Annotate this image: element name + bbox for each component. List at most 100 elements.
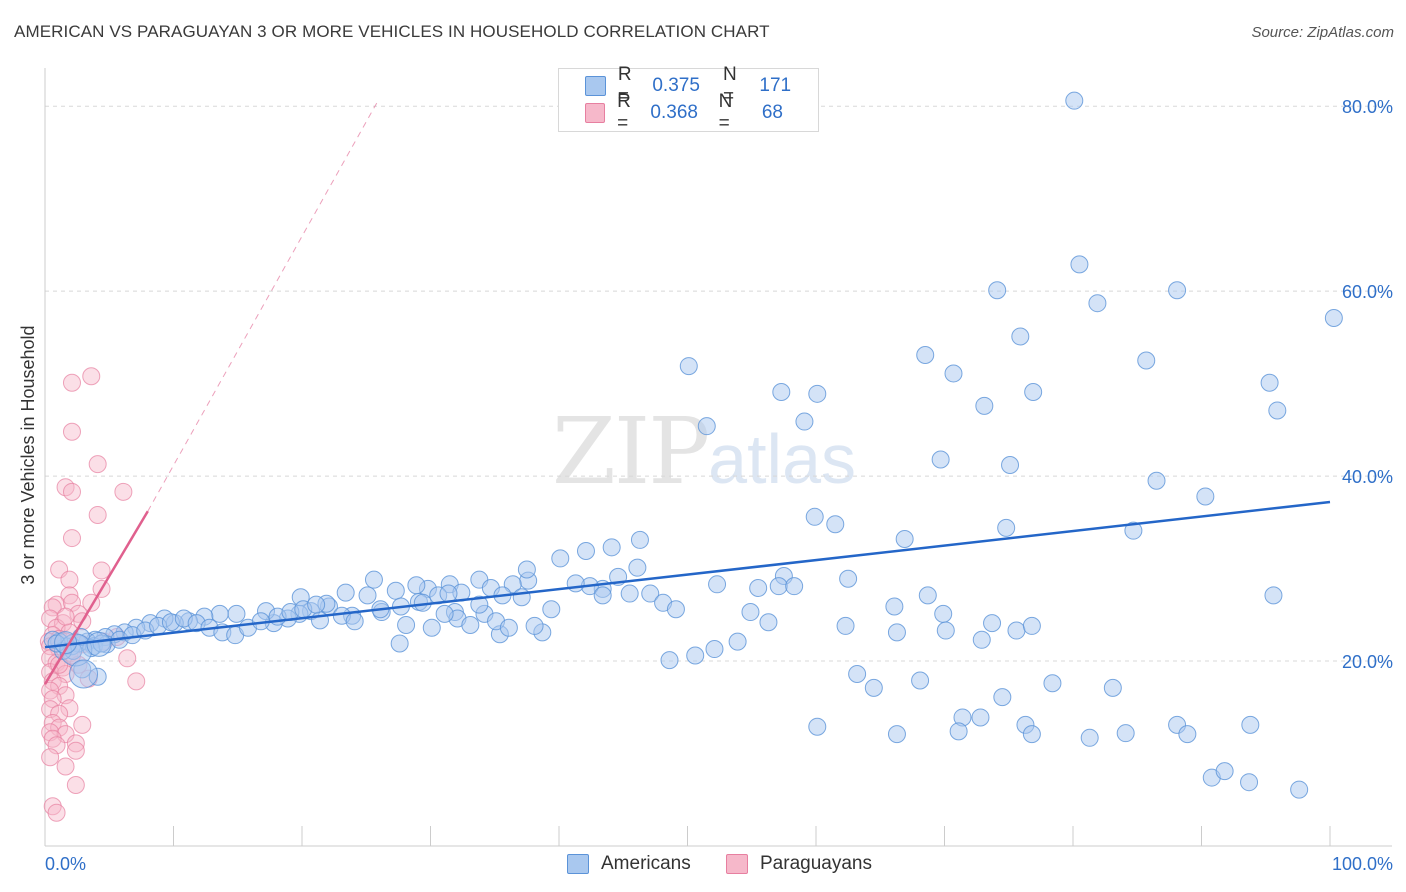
american-point: [630, 530, 649, 549]
american-point: [934, 604, 953, 623]
american-point: [931, 450, 950, 469]
american-point: [470, 595, 489, 614]
american-point: [759, 613, 778, 632]
watermark-atlas: atlas: [708, 420, 857, 498]
american-point: [439, 584, 458, 603]
american-point: [826, 515, 845, 534]
american-point: [666, 600, 685, 619]
paraguayan-point: [88, 455, 107, 474]
paraguayan-point: [50, 704, 69, 723]
y-axis-title: 3 or more Vehicles in Household: [18, 325, 38, 584]
american-point: [808, 717, 827, 736]
american-point: [1178, 725, 1197, 744]
bottom-legend-swatch-paraguayans: [726, 854, 748, 874]
paraguayan-point: [62, 482, 81, 501]
american-point: [936, 621, 955, 640]
bottom-legend-paraguayans: Paraguayans: [726, 851, 872, 877]
legend-n-value-paraguayans: 68: [761, 102, 783, 123]
american-point: [422, 618, 441, 637]
american-point: [386, 581, 405, 600]
americans-points: [43, 91, 1343, 799]
american-point: [1260, 373, 1279, 392]
paraguayan-point: [56, 607, 75, 626]
paraguayan-point: [66, 775, 85, 794]
paraguayan-point: [88, 505, 107, 524]
american-point: [499, 618, 518, 637]
american-point: [397, 615, 416, 634]
american-point: [336, 583, 355, 602]
american-point: [358, 586, 377, 605]
paraguayan-point: [62, 373, 81, 392]
american-point: [1324, 308, 1343, 327]
american-point: [997, 518, 1016, 537]
american-point: [1240, 773, 1259, 792]
paraguayan-point: [114, 482, 133, 501]
american-point: [785, 577, 804, 596]
tick-labels: 20.0% 40.0% 60.0% 80.0% 0.0% 100.0% 3 or more …: [18, 97, 1393, 874]
american-point: [1103, 678, 1122, 697]
legend-swatch-americans: [585, 76, 606, 96]
paraguayan-point: [43, 598, 62, 617]
bottom-legend-label-paraguayans: Paraguayans: [760, 853, 872, 874]
legend-swatch-paraguayans: [585, 103, 606, 123]
american-point: [993, 688, 1012, 707]
american-point: [916, 345, 935, 364]
american-point: [566, 574, 585, 593]
american-point: [1088, 294, 1107, 313]
x-tick-label-max: 100.0%: [1332, 854, 1393, 874]
legend-r-value-americans: 0.375: [652, 75, 700, 96]
american-point: [435, 604, 454, 623]
american-point: [808, 384, 827, 403]
watermark-zip: ZIP: [552, 398, 710, 505]
trend-lines: [43, 98, 1331, 685]
legend-r-value-paraguayans: 0.368: [650, 102, 698, 123]
paraguayan-point: [92, 561, 111, 580]
american-point: [503, 575, 522, 594]
american-point: [1268, 401, 1287, 420]
american-point: [517, 560, 536, 579]
american-point: [227, 604, 246, 623]
american-point: [686, 646, 705, 665]
paraguayan-point: [82, 367, 101, 386]
american-point: [461, 615, 480, 634]
legend-n-label: N =: [722, 64, 737, 107]
source-label: Source: ZipAtlas.com: [1251, 24, 1394, 41]
american-point: [864, 678, 883, 697]
american-point: [918, 586, 937, 605]
american-point: [576, 542, 595, 561]
y-tick-label: 20.0%: [1342, 652, 1393, 672]
american-point: [885, 597, 904, 616]
american-point: [1290, 780, 1309, 799]
paraguayan-point: [127, 672, 146, 691]
american-point: [836, 616, 855, 635]
american-point: [628, 558, 647, 577]
bottom-legend-americans: Americans: [567, 851, 691, 877]
american-point: [887, 623, 906, 642]
american-point: [345, 612, 364, 631]
american-point: [1116, 724, 1135, 743]
american-point: [364, 570, 383, 589]
legend-row-paraguayans: R = 0.368 N = 68: [585, 91, 818, 134]
paraguayan-point: [41, 748, 60, 767]
american-point: [1264, 586, 1283, 605]
american-point: [1011, 327, 1030, 346]
paraguayan-point: [56, 757, 75, 776]
american-point: [602, 538, 621, 557]
american-point: [525, 616, 544, 635]
bottom-legend-label-americans: Americans: [601, 853, 691, 874]
american-point: [848, 665, 867, 684]
american-point: [86, 631, 112, 657]
paraguayan-point: [66, 734, 85, 753]
american-point: [911, 671, 930, 690]
correlation-legend: R = 0.375 N = 171 R = 0.368 N = 68: [558, 64, 819, 134]
american-point: [620, 584, 639, 603]
american-point: [805, 507, 824, 526]
legend-r-label: R =: [617, 64, 632, 107]
american-point: [895, 529, 914, 548]
american-point: [705, 640, 724, 659]
american-point: [971, 708, 990, 727]
american-point: [749, 579, 768, 598]
paraguayan-point: [60, 699, 79, 718]
american-point: [1196, 487, 1215, 506]
